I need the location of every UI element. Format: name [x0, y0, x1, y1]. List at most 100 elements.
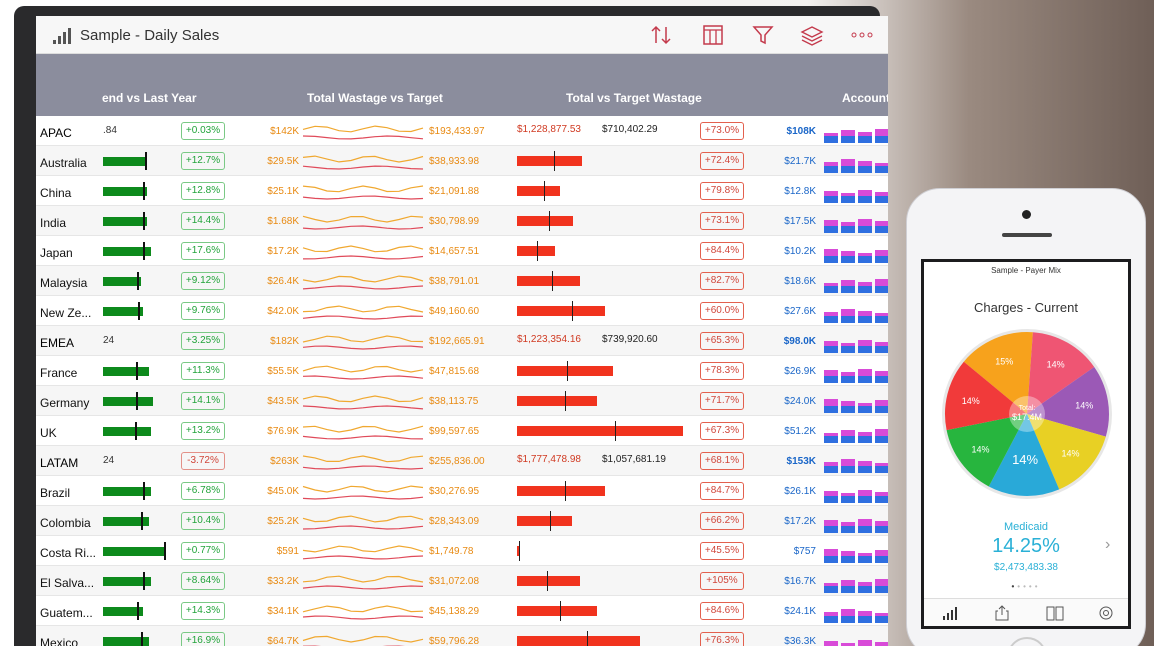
table-row[interactable]: India +14.4% $1.68K $30,798.99 +73.1% $17.5K — [36, 206, 888, 236]
row-name[interactable]: Australia — [40, 156, 87, 170]
filter-icon[interactable] — [752, 24, 774, 46]
pie-slice[interactable] — [1027, 367, 1109, 437]
mini-bar-upper — [824, 249, 838, 256]
account-value: $26.1K — [784, 486, 816, 497]
table-row[interactable]: LATAM 24 -3.72% $263K $255,836.00 $1,777,478.… — [36, 446, 888, 476]
account-mini-bars — [824, 459, 888, 473]
trend-bullet-marker — [143, 482, 145, 500]
table-row[interactable]: Germany +14.1% $43.5K $38,113.75 +71.7% $24.0… — [36, 386, 888, 416]
mini-bar-upper — [824, 641, 838, 646]
mini-bar-lower — [824, 286, 838, 293]
header-wastage[interactable]: Total Wastage vs Target — [307, 91, 443, 105]
row-name[interactable]: Colombia — [40, 516, 91, 530]
table-row[interactable]: UK +13.2% $76.9K $99,597.65 +67.3% $51.2K — [36, 416, 888, 446]
row-name[interactable]: UK — [40, 426, 57, 440]
row-name[interactable]: Japan — [40, 246, 73, 260]
table-row[interactable]: Costa Ri... +0.77% $591 $1,749.78 +45.5% $757 — [36, 536, 888, 566]
table-row[interactable]: Brazil +6.78% $45.0K $30,276.95 +84.7% $26.1K — [36, 476, 888, 506]
page-dots[interactable]: ••••• — [1011, 582, 1041, 591]
account-value: $12.8K — [784, 186, 816, 197]
book-icon[interactable] — [1046, 605, 1064, 621]
signal-bars-icon[interactable] — [942, 605, 958, 621]
mini-bar-upper — [875, 429, 888, 436]
row-name[interactable]: EMEA — [40, 336, 75, 350]
sparkline-series — [302, 245, 424, 253]
trend-bullet-marker — [137, 272, 139, 290]
account-mini-bars — [824, 490, 888, 503]
row-name[interactable]: El Salva... — [40, 576, 95, 590]
sparkline-series — [302, 555, 424, 560]
mini-bar-upper — [875, 642, 888, 646]
table-row[interactable]: Colombia +10.4% $25.2K $28,343.09 +66.2% $17.… — [36, 506, 888, 536]
row-name[interactable]: Brazil — [40, 486, 71, 500]
pie-slice[interactable] — [988, 414, 1060, 496]
wastage-change-badge: +78.3% — [700, 362, 744, 380]
row-name[interactable]: Mexico — [40, 636, 79, 646]
chevron-right-icon[interactable]: › — [1105, 536, 1111, 553]
pie-slice[interactable] — [1027, 332, 1095, 414]
wastage-target-value: $49,160.60 — [429, 306, 480, 317]
mini-bar-lower — [824, 166, 838, 173]
row-name[interactable]: China — [40, 186, 72, 200]
share-icon[interactable] — [994, 605, 1010, 621]
table-row[interactable]: Japan +17.6% $17.2K $14,657.51 +84.4% $10.2K — [36, 236, 888, 266]
table-row[interactable]: Australia +12.7% $29.5K $38,933.98 +72.4% $21… — [36, 146, 888, 176]
pie-slice[interactable] — [963, 331, 1033, 414]
row-name[interactable]: Malaysia — [40, 276, 88, 290]
change-badge: +0.03% — [181, 122, 225, 140]
wastage-sparkline — [302, 425, 424, 440]
table-row[interactable]: France +11.3% $55.5K $47,815.68 +78.3% $26.9K — [36, 356, 888, 386]
account-value: $27.6K — [784, 306, 816, 317]
table-row[interactable]: Malaysia +9.12% $26.4K $38,791.01 +82.7% $18.… — [36, 266, 888, 296]
signal-bars-icon[interactable] — [52, 27, 72, 45]
account-mini-bars — [824, 579, 888, 593]
header-account[interactable]: Account — [842, 91, 888, 105]
row-name[interactable]: Germany — [40, 396, 90, 410]
data-table: APAC .84 +0.03% $142K $193,433.97 $1,228,877.… — [36, 116, 888, 646]
more-icon[interactable] — [850, 24, 874, 46]
sparkline-series — [302, 425, 424, 433]
target-wastage-bar — [517, 486, 605, 496]
wastage-value: $76.9K — [267, 426, 299, 437]
wastage-sparkline — [302, 155, 424, 170]
wastage-change-badge: +72.4% — [700, 152, 744, 170]
table-row[interactable]: China +12.8% $25.1K $21,091.88 +79.8% $12.8K — [36, 176, 888, 206]
sparkline-series — [302, 585, 424, 590]
columns-icon[interactable] — [702, 24, 724, 46]
home-button[interactable] — [1007, 637, 1047, 646]
row-name[interactable]: APAC — [40, 126, 72, 140]
table-row[interactable]: El Salva... +8.64% $33.2K $31,072.08 +105% $1… — [36, 566, 888, 596]
mini-bar-lower — [875, 406, 888, 413]
sort-icon[interactable] — [650, 24, 672, 46]
layers-icon[interactable] — [800, 24, 824, 46]
row-name[interactable]: France — [40, 366, 78, 380]
table-row[interactable]: APAC .84 +0.03% $142K $193,433.97 $1,228,877.… — [36, 116, 888, 146]
pie-slice[interactable] — [946, 414, 1027, 487]
wastage-value: $43.5K — [267, 396, 299, 407]
row-name[interactable]: Costa Ri... — [40, 546, 97, 560]
mini-bar-upper — [858, 553, 872, 556]
row-name[interactable]: Guatem... — [40, 606, 93, 620]
wastage-target-value: $30,798.99 — [429, 216, 480, 227]
header-trend[interactable]: end vs Last Year — [102, 91, 197, 105]
account-mini-bars — [824, 399, 888, 413]
row-name[interactable]: India — [40, 216, 67, 230]
table-row[interactable]: Guatem... +14.3% $34.1K $45,138.29 +84.6% $24… — [36, 596, 888, 626]
wastage-sparkline — [302, 515, 424, 530]
mini-bar-upper — [858, 582, 872, 586]
row-name[interactable]: New Ze... — [40, 306, 92, 320]
row-name[interactable]: LATAM — [40, 456, 79, 470]
pie-slice[interactable] — [944, 361, 1027, 431]
mini-bar-lower — [841, 346, 855, 353]
pie-slice[interactable] — [1027, 414, 1106, 490]
table-row[interactable]: Mexico +16.9% $64.7K $59,796.28 +76.3% $36.3K — [36, 626, 888, 646]
table-row[interactable]: New Ze... +9.76% $42.0K $49,160.60 +60.0% $27… — [36, 296, 888, 326]
mini-bar-lower — [824, 346, 838, 353]
selected-segment-amount: $2,473,483.38 — [994, 562, 1058, 573]
table-row[interactable]: EMEA 24 +3.25% $182K $192,665.91 $1,223,354.1… — [36, 326, 888, 356]
wastage-change-badge: +65.3% — [700, 332, 744, 350]
payer-mix-pie-chart[interactable]: 15% 14% 14% 14% 14% 14% 14% Total:$17.4M — [941, 328, 1113, 500]
settings-icon[interactable] — [1098, 605, 1114, 621]
mini-bar-upper — [841, 309, 855, 316]
header-target-wastage[interactable]: Total vs Target Wastage — [566, 91, 702, 105]
